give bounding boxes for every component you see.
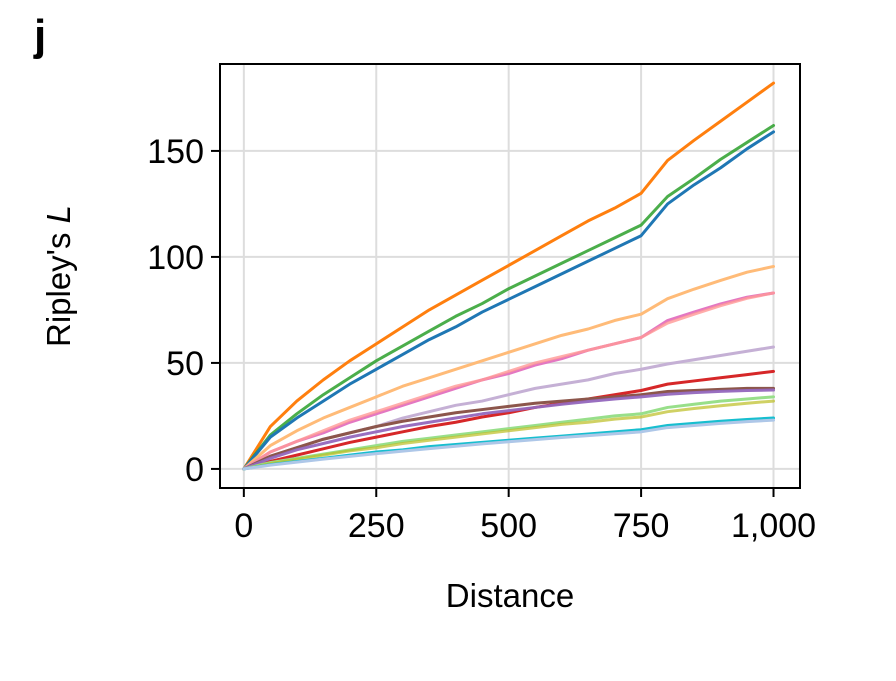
y-tick-label: 150: [147, 133, 204, 171]
series-line-10: [242, 388, 776, 471]
plot-frame: [219, 63, 801, 489]
series-line-14: [242, 418, 776, 471]
y-axis-title-text: Ripley's: [40, 223, 77, 347]
x-tick-label: 0: [234, 507, 253, 545]
series-line-6: [242, 291, 776, 471]
series-line-3: [242, 130, 776, 471]
x-tick-label: 250: [348, 507, 405, 545]
x-tick-label: 750: [613, 507, 670, 545]
series-line-1: [242, 81, 776, 471]
x-tick-label: 500: [480, 507, 537, 545]
x-axis-title: Distance: [446, 577, 574, 614]
series-line-4: [242, 264, 776, 471]
y-axis-title-symbol: L: [40, 205, 77, 223]
y-tick-label: 50: [166, 345, 204, 383]
series-lines: [242, 81, 776, 471]
series-line-12: [242, 399, 776, 471]
axis-ticks: 0 250 500 750 1,000 0 50 100 150: [147, 133, 816, 545]
panel-label: j: [34, 11, 47, 60]
y-tick-label: 0: [185, 451, 204, 489]
series-line-5: [242, 291, 776, 471]
series-line-2: [242, 123, 776, 471]
x-tick-label: 1,000: [731, 507, 816, 545]
y-axis-title: Ripley's L: [40, 205, 77, 347]
series-line-9: [242, 386, 776, 471]
y-tick-label: 100: [147, 239, 204, 277]
series-line-8: [242, 369, 776, 471]
